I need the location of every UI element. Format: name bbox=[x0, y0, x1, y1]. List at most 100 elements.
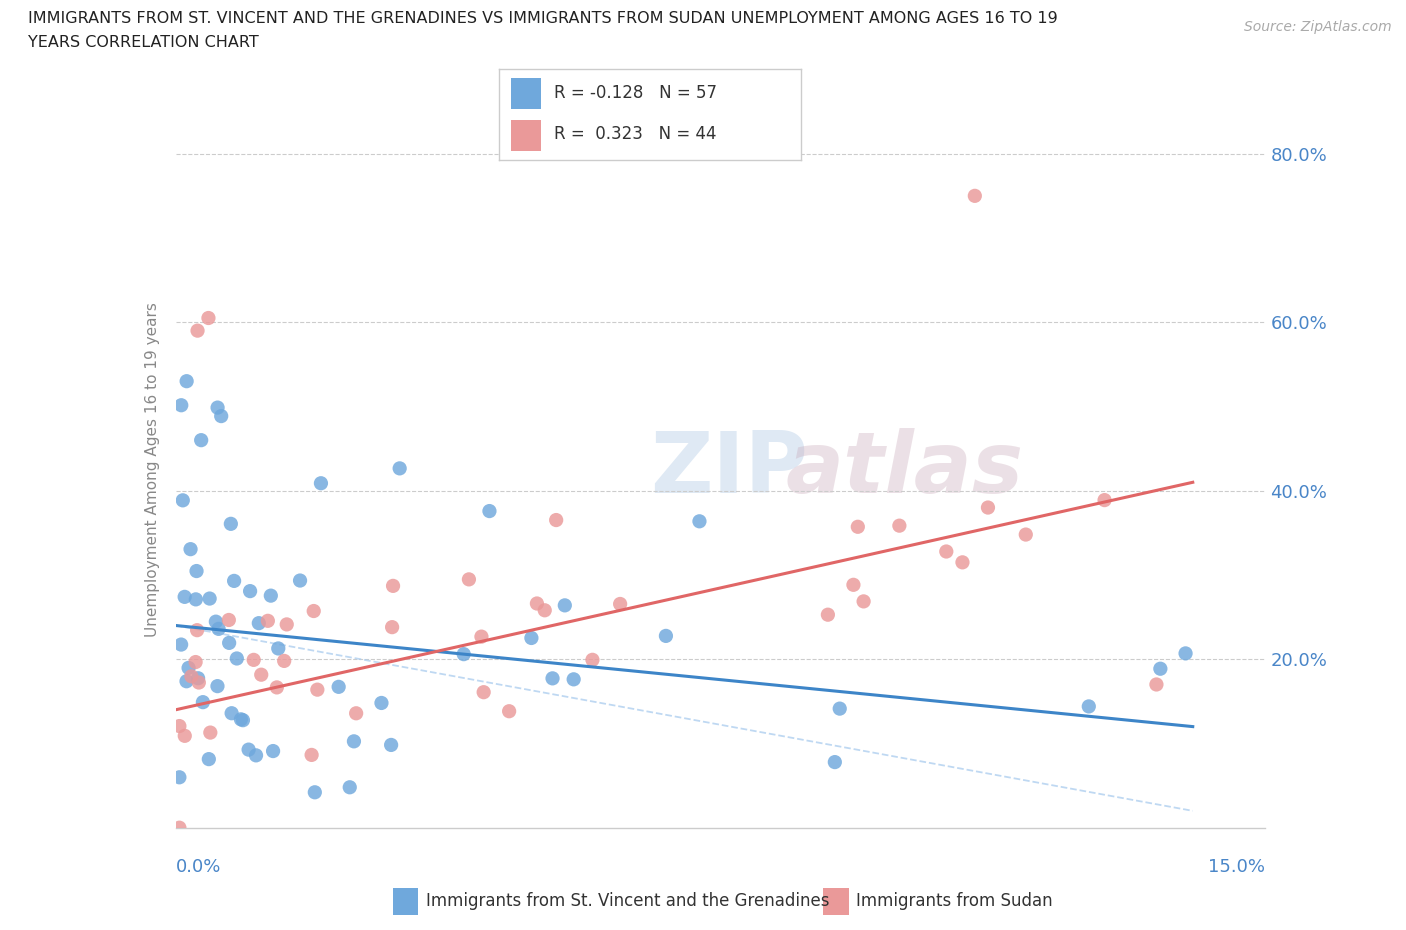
Text: ZIP: ZIP bbox=[650, 428, 807, 512]
Point bbox=[478, 504, 501, 519]
Point bbox=[382, 578, 405, 593]
Point bbox=[1094, 493, 1116, 508]
Point bbox=[218, 613, 240, 628]
Text: Immigrants from St. Vincent and the Grenadines: Immigrants from St. Vincent and the Gren… bbox=[426, 892, 830, 910]
Point bbox=[184, 655, 207, 670]
Text: 0.0%: 0.0% bbox=[176, 858, 221, 876]
Point bbox=[889, 518, 911, 533]
Point bbox=[232, 712, 254, 727]
Point bbox=[180, 669, 202, 684]
Point bbox=[180, 541, 202, 556]
Point bbox=[828, 701, 851, 716]
Text: R = -0.128   N = 57: R = -0.128 N = 57 bbox=[554, 84, 717, 101]
Point bbox=[328, 680, 350, 695]
Point bbox=[172, 493, 194, 508]
Point bbox=[453, 646, 475, 661]
Point bbox=[247, 616, 270, 631]
Point bbox=[546, 512, 568, 527]
Point bbox=[533, 603, 555, 618]
Point bbox=[186, 564, 208, 578]
Text: Source: ZipAtlas.com: Source: ZipAtlas.com bbox=[1244, 20, 1392, 34]
Text: YEARS CORRELATION CHART: YEARS CORRELATION CHART bbox=[28, 35, 259, 50]
Point bbox=[339, 780, 361, 795]
Point bbox=[963, 189, 986, 204]
Point bbox=[205, 614, 228, 629]
Point bbox=[170, 398, 193, 413]
FancyBboxPatch shape bbox=[824, 888, 849, 914]
Point bbox=[198, 591, 221, 606]
Point bbox=[262, 744, 284, 759]
Point bbox=[288, 573, 311, 588]
Text: Immigrants from Sudan: Immigrants from Sudan bbox=[856, 892, 1053, 910]
Point bbox=[1077, 699, 1099, 714]
Point bbox=[458, 572, 481, 587]
Point bbox=[190, 432, 212, 447]
Point bbox=[307, 683, 329, 698]
Point bbox=[273, 654, 295, 669]
Point bbox=[173, 728, 195, 743]
Point bbox=[239, 584, 262, 599]
FancyBboxPatch shape bbox=[512, 120, 541, 151]
Point bbox=[824, 754, 846, 769]
Point bbox=[266, 680, 288, 695]
Point bbox=[186, 324, 209, 339]
Point bbox=[229, 711, 252, 726]
Point bbox=[257, 614, 280, 629]
Point bbox=[169, 719, 191, 734]
Point bbox=[173, 590, 195, 604]
Text: atlas: atlas bbox=[786, 428, 1024, 512]
Point bbox=[219, 516, 242, 531]
Point bbox=[207, 679, 229, 694]
Point bbox=[581, 652, 603, 667]
Point bbox=[472, 684, 495, 699]
Point bbox=[846, 519, 869, 534]
Point bbox=[688, 514, 710, 529]
Text: R =  0.323   N = 44: R = 0.323 N = 44 bbox=[554, 126, 716, 143]
Point bbox=[1015, 527, 1038, 542]
Point bbox=[267, 641, 290, 656]
Point bbox=[250, 667, 273, 682]
Point bbox=[935, 544, 957, 559]
Point bbox=[184, 591, 207, 606]
Point bbox=[207, 400, 229, 415]
Point bbox=[169, 770, 191, 785]
Point bbox=[952, 555, 974, 570]
Point bbox=[344, 706, 367, 721]
Point bbox=[218, 635, 240, 650]
Point bbox=[526, 596, 548, 611]
Point bbox=[191, 695, 214, 710]
Point bbox=[238, 742, 260, 757]
Point bbox=[176, 374, 198, 389]
Point bbox=[304, 785, 326, 800]
Point bbox=[380, 737, 402, 752]
Point bbox=[302, 604, 325, 618]
Point bbox=[309, 476, 332, 491]
Point bbox=[852, 594, 875, 609]
FancyBboxPatch shape bbox=[394, 888, 419, 914]
Point bbox=[207, 621, 229, 636]
Point bbox=[198, 751, 221, 766]
Point bbox=[655, 629, 678, 644]
Point bbox=[388, 461, 411, 476]
Point bbox=[197, 311, 219, 325]
Point bbox=[170, 637, 193, 652]
Point bbox=[221, 706, 243, 721]
Point bbox=[187, 671, 209, 685]
Point bbox=[260, 588, 283, 603]
Point bbox=[470, 630, 492, 644]
Point bbox=[186, 623, 208, 638]
Point bbox=[609, 596, 631, 611]
Point bbox=[554, 598, 576, 613]
Point bbox=[842, 578, 865, 592]
Point bbox=[200, 725, 222, 740]
Point bbox=[301, 748, 323, 763]
Point bbox=[242, 653, 264, 668]
Point bbox=[187, 675, 209, 690]
Point bbox=[225, 651, 247, 666]
FancyBboxPatch shape bbox=[512, 78, 541, 109]
Point bbox=[177, 660, 200, 675]
Point bbox=[562, 671, 585, 686]
Point bbox=[343, 734, 366, 749]
Point bbox=[541, 671, 564, 685]
Y-axis label: Unemployment Among Ages 16 to 19 years: Unemployment Among Ages 16 to 19 years bbox=[145, 302, 160, 637]
